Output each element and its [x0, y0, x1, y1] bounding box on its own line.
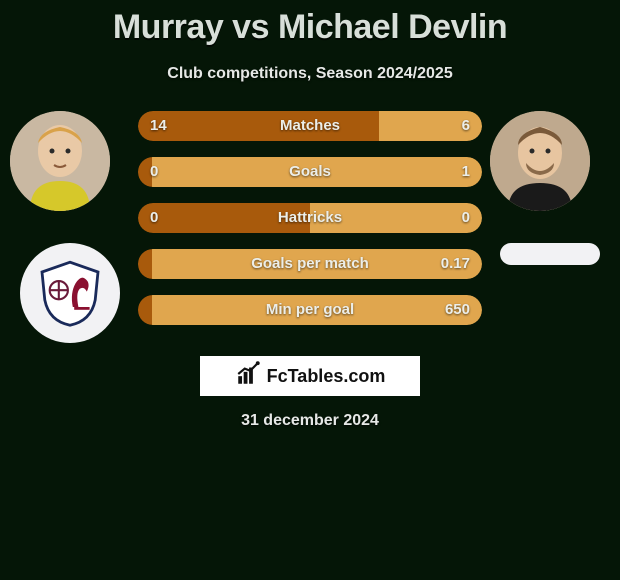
fctables-logo: FcTables.com [200, 356, 420, 396]
club-left-badge [20, 243, 120, 343]
player-left-avatar [10, 111, 110, 211]
stat-name: Min per goal [138, 295, 482, 325]
stat-bars: 146Matches 01Goals 00Hattricks 0.17Goals pe… [138, 111, 482, 341]
stat-row: 146Matches [138, 111, 482, 141]
club-right-badge [500, 243, 600, 265]
chart-icon [235, 361, 261, 392]
comparison-area: 146Matches 01Goals 00Hattricks 0.17Goals pe… [0, 111, 620, 361]
stat-name: Goals [138, 157, 482, 187]
stat-row: 00Hattricks [138, 203, 482, 233]
stat-name: Hattricks [138, 203, 482, 233]
date-label: 31 december 2024 [0, 412, 620, 430]
stat-row: 01Goals [138, 157, 482, 187]
page-title: Murray vs Michael Devlin [0, 0, 620, 47]
subtitle: Club competitions, Season 2024/2025 [0, 65, 620, 83]
player-right-avatar [490, 111, 590, 211]
logo-text: FcTables.com [267, 366, 386, 387]
stat-name: Matches [138, 111, 482, 141]
stat-row: 650Min per goal [138, 295, 482, 325]
stat-name: Goals per match [138, 249, 482, 279]
stat-row: 0.17Goals per match [138, 249, 482, 279]
